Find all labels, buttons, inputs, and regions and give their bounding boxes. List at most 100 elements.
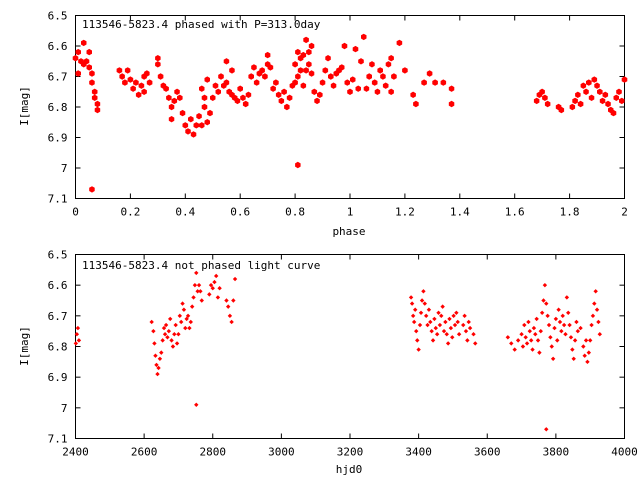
data-point	[86, 48, 92, 56]
data-point	[91, 88, 98, 95]
x-tick-label: 1.4	[450, 206, 470, 219]
data-point	[201, 103, 208, 111]
data-point	[583, 338, 589, 343]
data-point	[188, 319, 193, 325]
y-tick-label: 7.1	[48, 193, 68, 206]
data-point	[173, 322, 178, 328]
data-point	[133, 79, 139, 86]
data-point	[76, 338, 82, 343]
data-point	[168, 316, 173, 322]
data-point	[528, 338, 534, 343]
data-point	[170, 344, 176, 349]
data-point	[270, 85, 276, 92]
y-tick-label: 6.8	[48, 101, 68, 114]
data-point	[445, 341, 451, 346]
data-point	[463, 328, 469, 334]
data-point	[408, 295, 414, 300]
data-point	[433, 325, 438, 331]
data-point	[237, 85, 243, 92]
data-point	[358, 58, 364, 65]
data-point	[225, 304, 231, 309]
data-point	[248, 73, 254, 80]
data-point	[204, 119, 210, 126]
data-point	[566, 310, 571, 315]
data-point	[533, 97, 540, 105]
y-tick-label: 6.7	[48, 71, 68, 84]
data-point	[215, 88, 221, 95]
data-point	[577, 100, 584, 108]
data-point	[545, 313, 550, 319]
data-point	[240, 94, 246, 101]
data-point	[119, 73, 125, 80]
data-point	[575, 328, 581, 334]
x-tick-label: 3600	[474, 446, 501, 459]
data-point	[141, 88, 147, 95]
data-point	[193, 122, 200, 129]
data-point	[217, 286, 222, 291]
data-point	[234, 97, 241, 105]
data-point	[163, 85, 169, 92]
data-point	[570, 347, 575, 352]
data-point	[533, 332, 538, 337]
data-point	[580, 82, 587, 89]
data-point	[556, 307, 561, 312]
data-point	[179, 109, 186, 117]
data-point	[253, 79, 260, 86]
data-point	[199, 122, 205, 129]
data-point	[515, 338, 521, 343]
x-tick-label: 1.8	[560, 206, 580, 219]
data-point	[544, 427, 549, 432]
data-point	[416, 347, 421, 352]
data-point	[594, 307, 600, 312]
y-tick-label: 6.8	[48, 341, 68, 354]
data-point	[425, 322, 430, 328]
data-point	[212, 279, 217, 285]
data-point	[456, 332, 462, 337]
data-point	[544, 301, 549, 306]
data-point	[522, 322, 527, 328]
data-point	[183, 325, 188, 331]
data-point	[194, 402, 199, 407]
data-point	[380, 73, 386, 80]
data-point	[212, 82, 219, 89]
data-point	[198, 289, 203, 294]
data-point	[377, 67, 383, 74]
data-point	[550, 356, 556, 361]
data-point	[83, 58, 90, 65]
x-tick-label: 2800	[200, 446, 227, 459]
y-tick-label: 6.6	[48, 40, 68, 53]
data-point	[414, 328, 419, 334]
data-point	[441, 328, 447, 334]
data-point	[541, 298, 546, 303]
data-point	[322, 67, 329, 74]
data-point	[594, 82, 600, 89]
data-point	[174, 341, 180, 346]
data-point	[555, 338, 560, 343]
data-point	[199, 85, 205, 92]
data-point	[196, 113, 202, 120]
data-point	[295, 161, 301, 169]
data-point	[546, 322, 552, 328]
data-point	[229, 67, 235, 74]
data-point	[187, 325, 192, 331]
data-point	[519, 332, 524, 337]
data-point	[571, 356, 576, 361]
data-point	[593, 289, 598, 294]
data-point	[191, 295, 196, 300]
data-point	[428, 319, 433, 325]
data-point	[432, 316, 437, 322]
data-point	[553, 316, 559, 322]
data-point	[284, 103, 290, 111]
data-point	[591, 76, 598, 83]
data-point	[605, 100, 611, 108]
data-point	[524, 341, 530, 346]
data-point	[621, 76, 628, 83]
data-point	[436, 310, 441, 315]
data-point	[319, 79, 326, 86]
y-tick-label: 6.9	[48, 132, 68, 145]
data-point	[162, 332, 168, 337]
data-point	[610, 109, 617, 117]
data-point	[161, 325, 167, 331]
data-point	[156, 365, 161, 371]
data-point	[166, 94, 172, 101]
